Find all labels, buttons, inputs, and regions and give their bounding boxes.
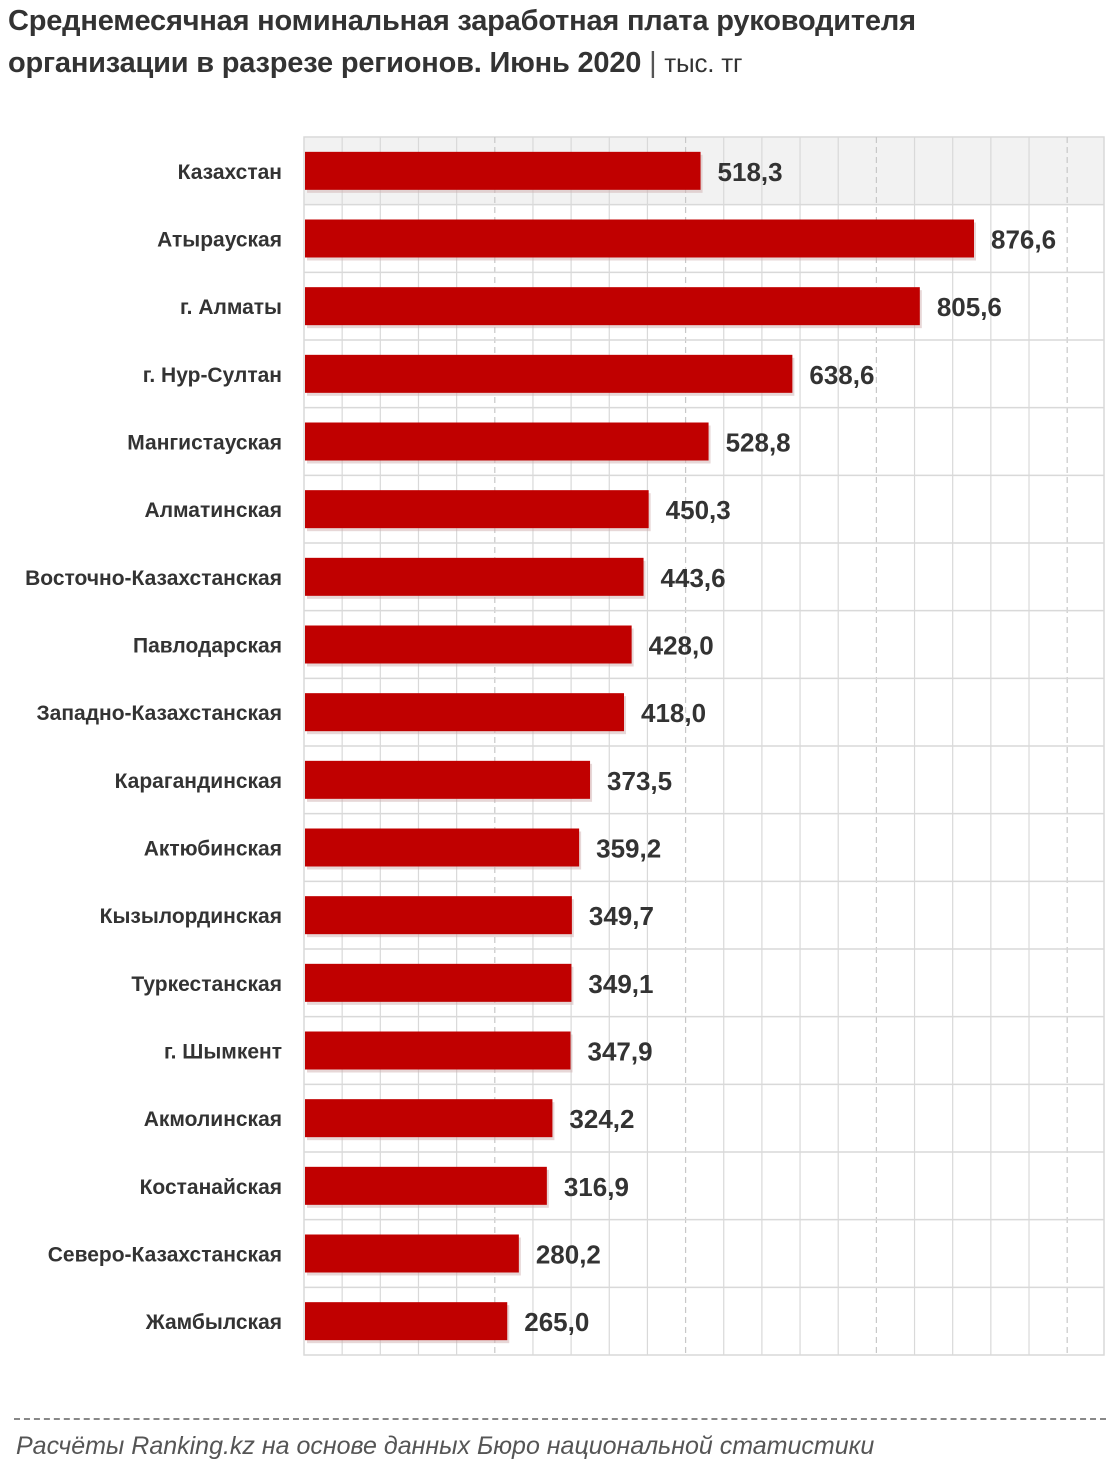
category-label: г. Нур-Султан	[143, 364, 282, 387]
bar-7	[305, 557, 644, 596]
bar-9	[305, 693, 625, 732]
bar-10	[305, 760, 591, 799]
bar-4	[305, 354, 793, 393]
category-label: Алматинская	[145, 499, 282, 522]
value-label: 638,6	[809, 360, 874, 390]
chart-title-line1: Среднемесячная номинальная заработная пл…	[8, 5, 916, 37]
category-label: Костанайская	[140, 1176, 282, 1199]
category-label: Актюбинская	[144, 838, 282, 861]
bar-chart: Казахстан Атырауская г. Алматы г. Нур-Султа…	[25, 136, 1105, 1356]
value-label: 428,0	[649, 631, 714, 661]
category-label: Казахстан	[178, 161, 282, 184]
category-label: Карагандинская	[115, 770, 282, 793]
category-label: Атырауская	[157, 229, 282, 252]
bar-13	[305, 963, 572, 1002]
footer-divider	[14, 1418, 1106, 1420]
value-label: 518,3	[718, 157, 783, 187]
value-label: 349,7	[589, 901, 654, 931]
bar-1	[305, 151, 701, 190]
bar-12	[305, 896, 572, 935]
value-label: 347,9	[588, 1037, 653, 1067]
value-label: 418,0	[641, 698, 706, 728]
category-label: Павлодарская	[133, 635, 282, 658]
category-label: Северо-Казахстанская	[48, 1244, 282, 1267]
chart-title: Среднемесячная номинальная заработная пл…	[8, 0, 1108, 84]
title-separator: |	[649, 47, 657, 79]
unit-label: тыс. тг	[664, 48, 743, 78]
category-label: Кызылординская	[100, 905, 282, 928]
value-label: 359,2	[596, 834, 661, 864]
value-label: 876,6	[991, 225, 1056, 255]
bar-3	[305, 287, 920, 326]
value-labels: 518,3 876,6 805,6 638,6 528,8 450,3 443,6 428,0…	[524, 157, 1056, 1337]
bar-8	[305, 625, 632, 664]
bar-18	[305, 1302, 508, 1341]
value-label: 805,6	[937, 292, 1002, 322]
bars	[305, 151, 976, 1344]
category-label: г. Шымкент	[164, 1041, 282, 1064]
value-label: 349,1	[588, 969, 653, 999]
value-label: 528,8	[726, 428, 791, 458]
chart-title-line2: организации в разрезе регионов. Июнь 202…	[8, 42, 1108, 84]
bar-16	[305, 1166, 547, 1205]
value-label: 265,0	[524, 1307, 589, 1337]
category-label: Западно-Казахстанская	[37, 702, 283, 725]
bar-17	[305, 1234, 519, 1273]
bar-11	[305, 828, 580, 867]
value-label: 316,9	[564, 1172, 629, 1202]
category-labels: Казахстан Атырауская г. Алматы г. Нур-Султа…	[25, 161, 282, 1334]
category-label: Мангистауская	[127, 432, 282, 455]
row-separators	[304, 203, 1104, 1289]
category-label: г. Алматы	[180, 296, 282, 319]
bar-2	[305, 219, 974, 258]
value-label: 373,5	[607, 766, 672, 796]
value-label: 443,6	[661, 563, 726, 593]
value-label: 324,2	[569, 1104, 634, 1134]
category-label: Жамбылская	[145, 1311, 282, 1334]
bar-14	[305, 1031, 571, 1070]
category-label: Туркестанская	[131, 973, 282, 996]
chart-title-line2-text: организации в разрезе регионов. Июнь 202…	[8, 47, 642, 79]
category-label: Восточно-Казахстанская	[25, 567, 282, 590]
bar-6	[305, 490, 649, 529]
value-label: 450,3	[666, 495, 731, 525]
category-label: Акмолинская	[144, 1108, 282, 1131]
source-note: Расчёты Ranking.kz на основе данных Бюро…	[16, 1432, 875, 1460]
bar-15	[305, 1099, 553, 1138]
value-label: 280,2	[536, 1240, 601, 1270]
bar-5	[305, 422, 709, 461]
